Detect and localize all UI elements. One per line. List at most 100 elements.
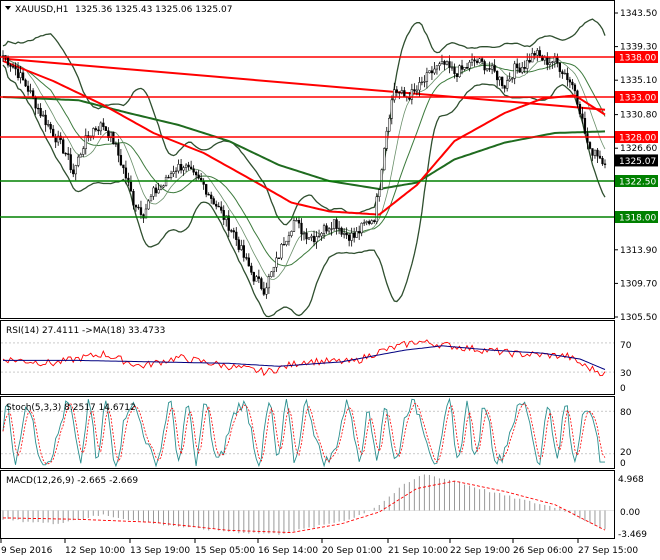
candle-body [342,232,346,235]
candle-body [495,70,499,81]
candle-body [252,272,255,282]
candle-body [34,96,37,109]
stoch-plot[interactable] [1,397,614,468]
candle-body [485,68,489,71]
candle-body [551,61,554,63]
candle-body [541,55,544,61]
candle-body [330,228,333,230]
current-price-text: 1325.07 [619,157,656,167]
level-tag-1338.00 [615,51,658,63]
candle-body [315,236,318,243]
candle-body [292,220,296,232]
candle-body [260,278,263,289]
time-tick-label: 13 Sep 19:00 [130,546,190,556]
candle-body [144,208,148,219]
candle-body [450,67,454,69]
candle-body [189,166,193,170]
candle-body [245,257,248,259]
candle-body [202,181,205,185]
price-tick-label: 1339.30 [620,43,657,53]
price-tick-label: 1313.90 [620,246,657,256]
rsi-plot[interactable] [1,339,614,377]
stoch-signal-line [2,402,606,465]
candle-body [92,128,95,137]
candle-body [538,50,541,57]
candle-body [453,67,456,74]
candle-body [72,169,75,175]
candle-body [157,189,160,194]
candle-body [31,90,35,98]
candle-body [365,221,368,223]
candle-body [360,222,363,234]
candle-body [232,230,235,233]
candle-body [373,220,376,222]
candle-body [393,89,396,101]
time-axis: 9 Sep 2016 12 Sep 10:00 13 Sep 19:00 15 Sep… [0,539,638,556]
candle-body [230,230,233,232]
candle-body [563,72,567,75]
candles [1,46,607,299]
candle-body [182,167,185,171]
candle-body [438,63,441,66]
ohlc-label: 1325.36 1325.43 1325.06 1325.07 [75,5,232,15]
rsi-line [2,339,606,377]
price-axis: 1343.50 1339.30 1335.10 1330.80 1326.60 1313.… [614,9,658,323]
candle-body [217,205,220,208]
candle-body [102,122,105,127]
candle-body [220,206,223,211]
macd-plot[interactable] [1,474,614,535]
candle-body [433,68,436,74]
candle-body [383,148,386,171]
candle-body [59,135,62,140]
candle-body [29,90,32,92]
dropdown-triangle-icon[interactable] [5,6,11,10]
price-tick-label: 1309.70 [620,279,657,289]
main-price-plot[interactable] [1,18,607,318]
candle-body [521,66,524,73]
candle-body [177,164,180,172]
candle-body [546,57,549,65]
candle-body [235,231,238,240]
candle-body [47,124,50,126]
candle-body [114,143,118,145]
candle-body [210,194,213,199]
candle-body [566,72,569,81]
candle-body [398,92,401,94]
moving-average-200 [2,96,606,191]
candle-body [169,173,173,178]
pane-frames [0,0,615,539]
candle-body [518,67,521,73]
candle-body [97,129,100,132]
candle-body [448,61,451,68]
candle-body [44,114,47,126]
candle-body [275,257,278,268]
time-tick-label: 20 Sep 01:00 [322,546,382,556]
price-tick-label: 1330.80 [620,111,657,121]
candle-body [322,225,326,234]
candle-body [440,61,444,65]
candle-body [297,220,301,224]
candle-body [483,61,486,71]
candle-body [368,221,371,224]
candle-body [473,59,476,62]
candle-body [119,155,123,166]
candle-body [415,89,419,92]
candle-body [49,124,52,130]
candle-body [184,164,188,168]
candle-body [124,167,128,179]
candle-body [215,203,218,207]
candle-body [465,67,469,69]
candle-body [317,235,321,238]
candle-body [84,135,87,149]
level-tag-1322.50 [615,175,658,187]
candle-body [443,61,446,65]
candle-body [380,169,383,190]
candle-body [536,50,539,56]
candle-body [132,191,135,206]
candle-body [332,219,336,229]
candle-body [463,67,466,70]
candle-body [282,244,286,246]
macd-label: MACD(12,26,9) -2.665 -2.669 [6,476,138,486]
time-tick-label: 15 Sep 05:00 [195,546,255,556]
